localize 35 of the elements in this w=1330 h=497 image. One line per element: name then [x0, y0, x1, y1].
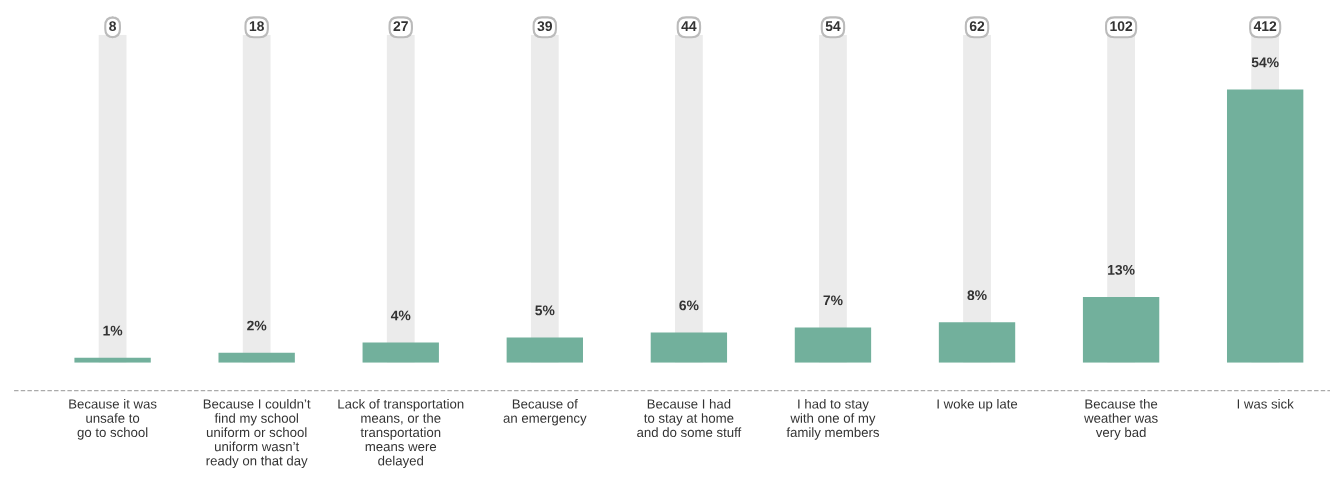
text: 62 [969, 21, 985, 32]
x-tick-label: Because it was unsafe to go to school [69, 398, 157, 440]
text: 8 [109, 21, 117, 32]
text: 44 [681, 21, 697, 31]
x-tick-label: Because of an emergency [503, 398, 587, 426]
data-label: 13% [1108, 264, 1135, 275]
text: 412 [1253, 21, 1277, 31]
text: 39 [537, 21, 553, 32]
bar [1082, 297, 1160, 363]
bar [218, 352, 295, 363]
data-label: 5% [535, 305, 555, 316]
x-tick-label: Because I had to stay at home and do some stuff [637, 398, 742, 438]
data-label: 8% [967, 290, 987, 301]
text: 54 [825, 21, 841, 32]
x-tick-label: I was sick [1237, 398, 1294, 409]
x-tick-label: Lack of transportation means, or the transportation means were delayed [338, 398, 464, 469]
data-label: 4% [390, 310, 411, 321]
bar [938, 322, 1016, 363]
data-label: 2% [247, 320, 267, 331]
bar [362, 342, 439, 363]
bar [506, 337, 583, 363]
data-label: 7% [823, 295, 843, 306]
data-label: 6% [679, 300, 699, 311]
bar [794, 327, 872, 363]
text: 18 [249, 21, 264, 32]
data-label: 1% [103, 325, 123, 336]
bar [1226, 89, 1304, 363]
text: 102 [1110, 21, 1133, 32]
bar [650, 332, 728, 363]
x-tick-label: I had to stay with one of my family members [786, 398, 880, 440]
x-tick-label: I woke up late [937, 398, 1018, 412]
data-label: 54% [1251, 57, 1279, 68]
text: 27 [393, 21, 408, 31]
x-tick-label: Because I couldn’t find my school uniform or school uniform wasn’t ready on that day [203, 398, 311, 469]
x-tick-label: Because the weather was very bad [1084, 398, 1158, 440]
